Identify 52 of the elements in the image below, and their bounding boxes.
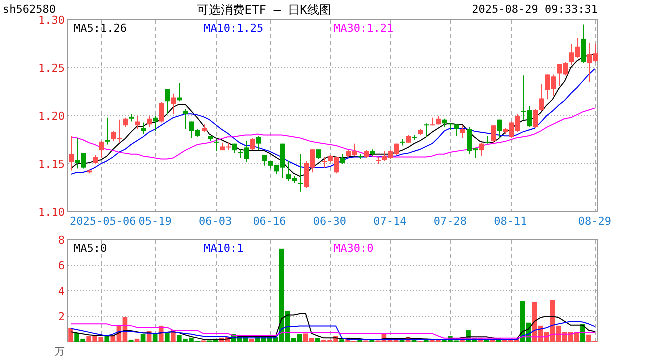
candlestick (497, 119, 502, 139)
candlestick (533, 108, 538, 129)
candlestick (147, 116, 152, 128)
candlestick (183, 108, 188, 130)
candlestick (479, 142, 484, 157)
candlestick (69, 136, 74, 172)
candlestick (171, 93, 176, 115)
candlestick (165, 88, 170, 115)
candlestick (214, 138, 219, 152)
bar (140, 334, 146, 342)
y-tick-label: 1.10 (38, 206, 65, 219)
legend: MA5:0 MA10:1 MA30:0 (74, 242, 374, 255)
y-tick-label: 1.25 (38, 62, 65, 75)
y-tick-label: 1.15 (38, 158, 65, 171)
candlestick (123, 117, 128, 128)
bar (134, 338, 140, 342)
candlestick (322, 156, 327, 168)
y-axis-title: 万 (55, 347, 65, 358)
y-tick-label: 1.20 (38, 110, 65, 123)
candlestick (340, 154, 345, 164)
candlestick (485, 136, 490, 144)
y-tick-label: 8 (58, 234, 65, 247)
y-tick-label: 4 (58, 285, 66, 298)
bar (104, 336, 110, 342)
chart-title: 可选消费ETF — 日K线图 (196, 3, 332, 17)
candlestick (159, 102, 164, 124)
candlestick (153, 116, 158, 132)
candlestick (491, 125, 496, 144)
text: 2025-08-29 09:33:31 (472, 3, 598, 16)
bar (164, 333, 170, 342)
candlestick (99, 140, 104, 159)
legend: MA5:1.26 MA10:1.25 MA30:1.21 (74, 22, 394, 35)
candlestick (256, 136, 261, 152)
bar (68, 328, 74, 342)
candlestick (460, 125, 465, 139)
y-tick-label: 1.30 (38, 14, 65, 27)
y-tick-label: 2 (58, 310, 65, 324)
y-tick-label: 6 (58, 260, 65, 272)
candlestick (316, 149, 321, 160)
candlestick (581, 24, 586, 64)
candlestick (539, 84, 544, 112)
text: sh562580 (3, 3, 56, 16)
bar (316, 338, 320, 342)
candlestick (141, 122, 146, 135)
candlestick (250, 138, 255, 152)
candlestick (105, 117, 110, 146)
bar (152, 334, 158, 342)
bar (249, 338, 254, 342)
candlestick (454, 124, 459, 137)
candlestick (424, 123, 429, 138)
candlestick (298, 154, 303, 192)
candlestick (135, 116, 140, 130)
